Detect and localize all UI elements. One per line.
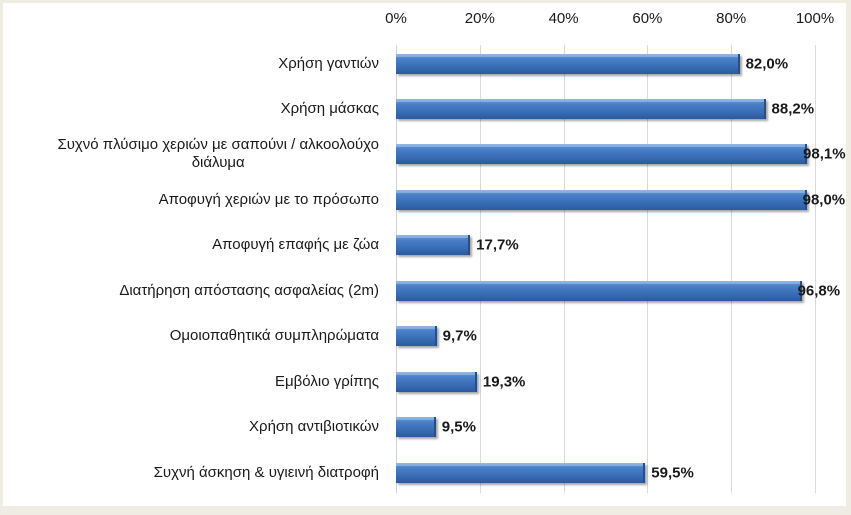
value-label: 96,8% (797, 282, 841, 300)
value-label: 19,3% (482, 373, 526, 391)
y-axis-line (396, 45, 397, 493)
bar (396, 281, 802, 301)
x-tick-label: 0% (385, 10, 407, 27)
gridline (731, 45, 733, 493)
bar (396, 54, 740, 74)
value-label: 98,1% (803, 145, 846, 163)
category-label: Διατήρηση απόστασης ασφαλείας (2m) (119, 282, 379, 299)
value-label: 82,0% (745, 55, 789, 73)
x-tick-label: 20% (464, 10, 495, 27)
category-label: Αποφυγή χεριών με το πρόσωπο (158, 191, 379, 208)
gridline (563, 45, 565, 493)
bar (396, 326, 437, 346)
value-label: 9,5% (441, 418, 476, 436)
bar-row: Αποφυγή χεριών με το πρόσωπο 98,0% (3, 188, 846, 212)
x-tick-label: 40% (548, 10, 579, 27)
bar (396, 144, 808, 164)
bar-row: Χρήση αντιβιοτικών 9,5% (3, 415, 846, 439)
value-label: 17,7% (476, 236, 519, 254)
category-label: Συχνό πλύσιμο χεριών με σαπούνι / αλκοολ… (57, 136, 379, 171)
value-label: 9,7% (442, 327, 477, 345)
bar (396, 190, 807, 210)
bar-row: Συχνό πλύσιμο χεριών με σαπούνι / αλκοολ… (3, 136, 846, 171)
gridline (479, 45, 481, 493)
value-label: 59,5% (651, 464, 694, 482)
category-label: Χρήση μάσκας (280, 100, 379, 117)
value-label: 88,2% (771, 100, 815, 118)
bar-row: Ομοιοπαθητικά συμπληρώματα 9,7% (3, 324, 846, 348)
x-tick-label: 60% (632, 10, 663, 27)
category-label: Χρήση αντιβιοτικών (249, 418, 379, 435)
gridline (815, 45, 816, 493)
bar (396, 99, 766, 119)
bar-row: Εμβόλιο γρίπης 19,3% (3, 370, 846, 394)
bar-row: Αποφυγή επαφής με ζώα 17,7% (3, 233, 846, 257)
x-tick-label: 100% (795, 10, 835, 27)
bar-row: Συχνή άσκηση & υγιεινή διατροφή 59,5% (3, 461, 846, 485)
category-label: Χρήση γαντιών (278, 55, 379, 72)
category-label: Συχνή άσκηση & υγιεινή διατροφή (153, 464, 379, 481)
category-label: Αποφυγή επαφής με ζώα (212, 236, 379, 253)
value-label: 98,0% (802, 191, 846, 209)
category-label: Ομοιοπαθητικά συμπληρώματα (169, 327, 379, 344)
bar (396, 235, 471, 255)
chart-panel: 0% 20% 40% 60% 80% 100% Χρήση γαντιών 82… (3, 3, 846, 506)
bar (396, 463, 646, 483)
category-label: Εμβόλιο γρίπης (275, 373, 379, 390)
bar (396, 417, 436, 437)
x-tick-label: 80% (716, 10, 747, 27)
bar-row: Διατήρηση απόστασης ασφαλείας (2m) 96,8% (3, 279, 846, 303)
bar-row: Χρήση μάσκας 88,2% (3, 97, 846, 121)
gridline (647, 45, 649, 493)
bar-row: Χρήση γαντιών 82,0% (3, 52, 846, 76)
bar (396, 372, 477, 392)
